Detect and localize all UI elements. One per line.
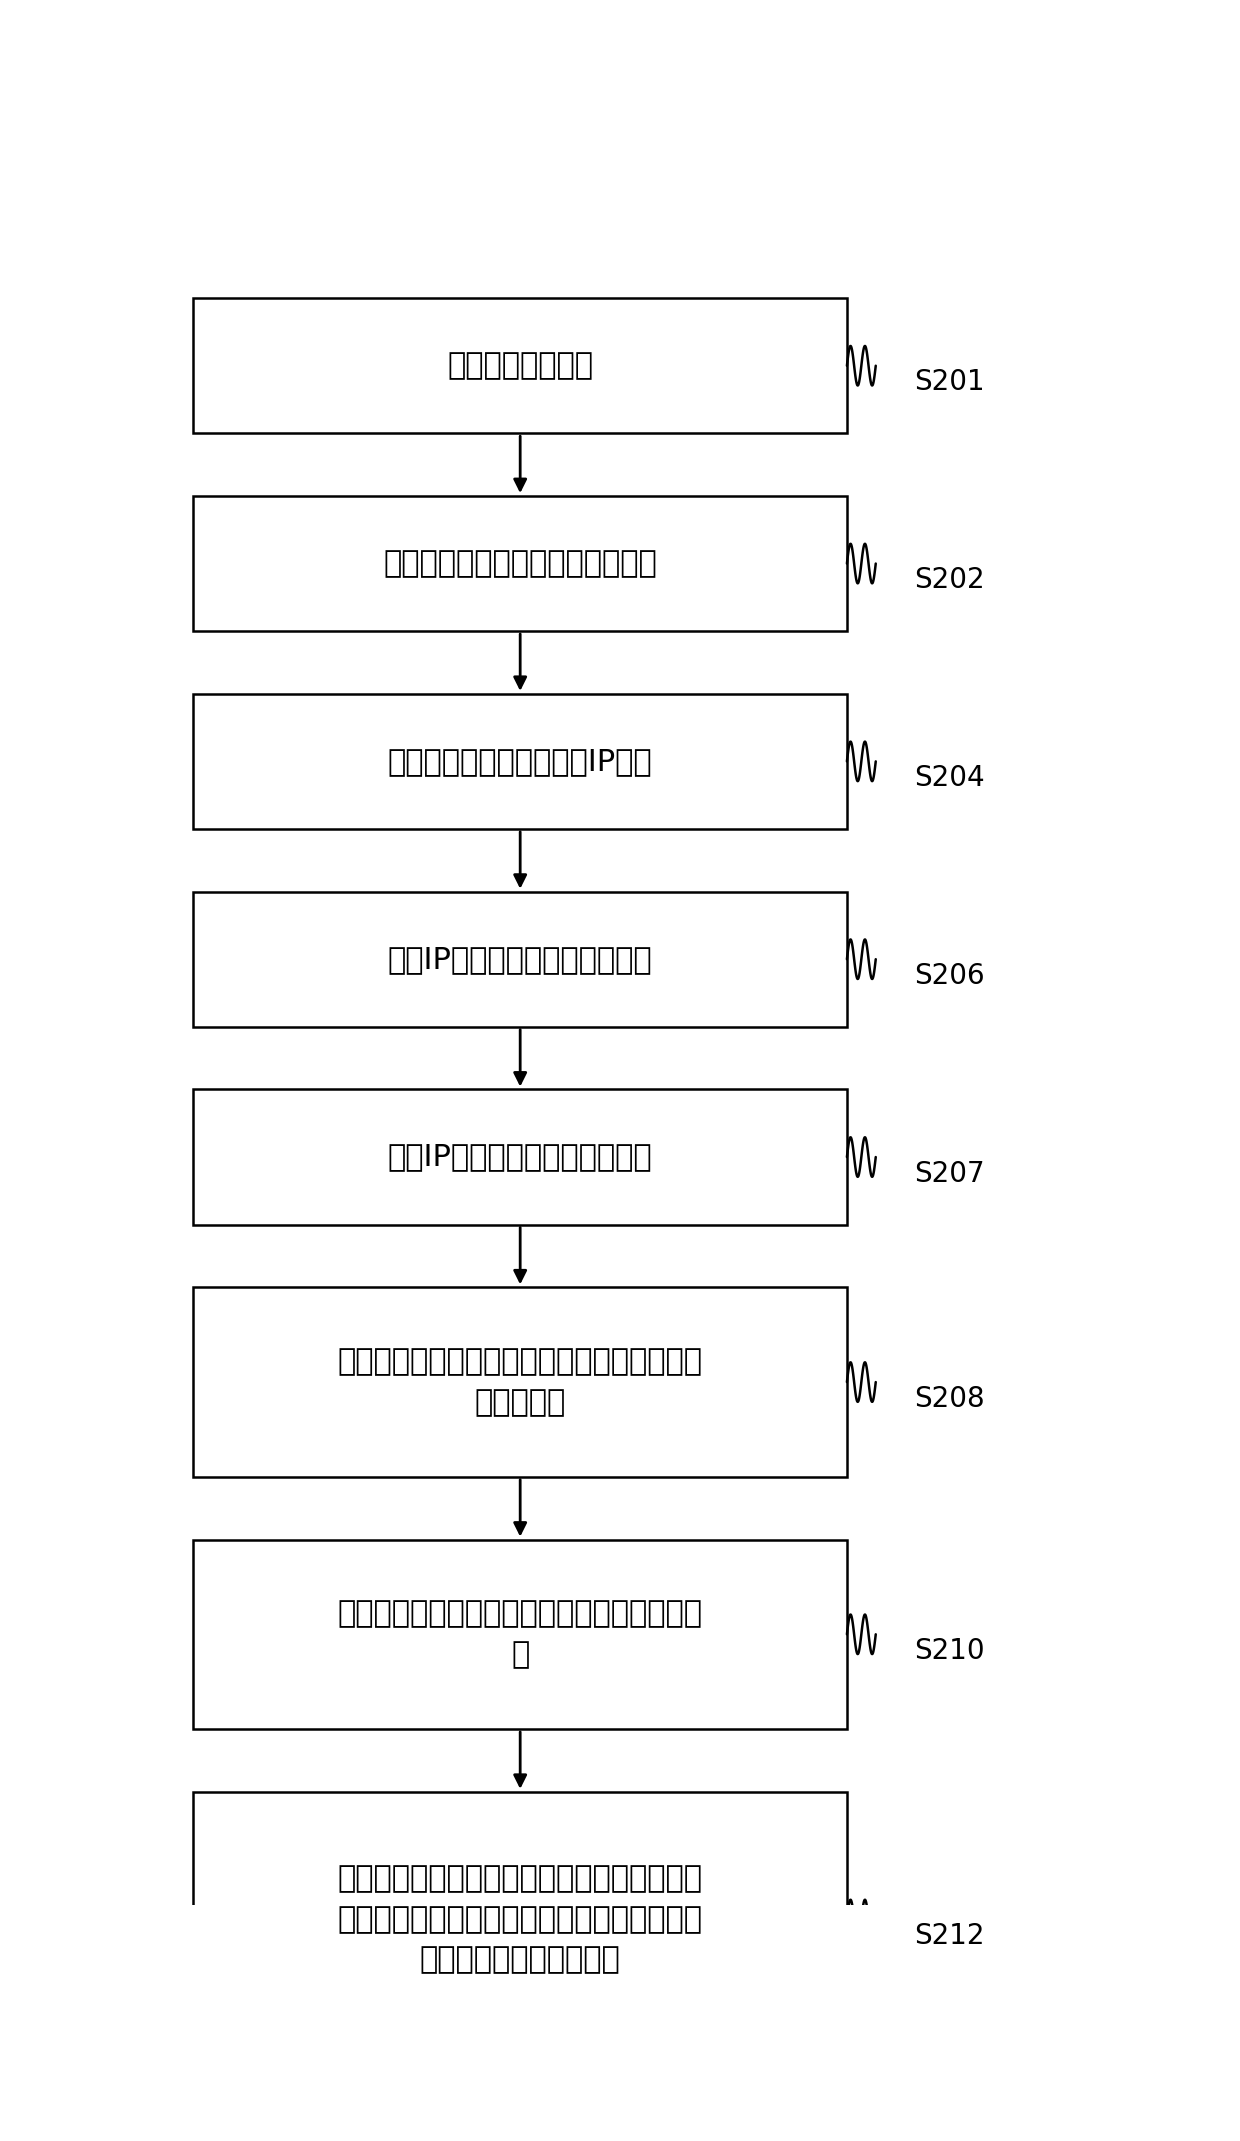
Text: 根据目标地理位置的地理位置坐标和在目标地
理位置发生的网页访客行为的数量确定目标地
理位置的网页访问热力图: 根据目标地理位置的地理位置坐标和在目标地 理位置发生的网页访客行为的数量确定目标… <box>337 1865 703 1974</box>
Text: 获取IP地址对应的地理位置信息: 获取IP地址对应的地理位置信息 <box>388 1143 652 1171</box>
FancyBboxPatch shape <box>193 1090 847 1225</box>
Text: S204: S204 <box>914 764 985 792</box>
Text: S202: S202 <box>914 565 985 593</box>
Text: 确定目标地理位置: 确定目标地理位置 <box>448 351 593 381</box>
FancyBboxPatch shape <box>193 1792 847 2047</box>
Text: 将地理位置信息的坐标作为目标地理位置的地
理位置坐标: 将地理位置信息的坐标作为目标地理位置的地 理位置坐标 <box>337 1347 703 1417</box>
Text: S201: S201 <box>914 368 985 396</box>
FancyBboxPatch shape <box>193 1287 847 1477</box>
Text: 统计在目标地理位置发生的网页访客行为的数
量: 统计在目标地理位置发生的网页访客行为的数 量 <box>337 1599 703 1670</box>
FancyBboxPatch shape <box>193 1539 847 1730</box>
Text: S212: S212 <box>914 1923 985 1950</box>
FancyBboxPatch shape <box>193 694 847 829</box>
Text: 获取IP地址对应的地理位置信息: 获取IP地址对应的地理位置信息 <box>388 944 652 974</box>
FancyBboxPatch shape <box>193 497 847 632</box>
Text: S207: S207 <box>914 1160 985 1188</box>
Text: 获取网页访客行为发生的IP地址: 获取网页访客行为发生的IP地址 <box>388 747 652 775</box>
Text: S206: S206 <box>914 961 985 989</box>
Text: 检测目标地理位置的网页访客行为: 检测目标地理位置的网页访客行为 <box>383 548 657 578</box>
FancyBboxPatch shape <box>193 298 847 432</box>
Text: S210: S210 <box>914 1636 985 1666</box>
Text: S208: S208 <box>914 1385 985 1413</box>
FancyBboxPatch shape <box>193 891 847 1028</box>
